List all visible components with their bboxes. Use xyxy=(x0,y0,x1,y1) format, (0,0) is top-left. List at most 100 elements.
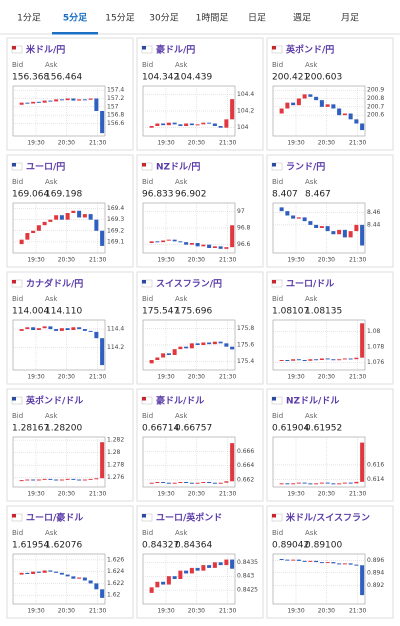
candle xyxy=(285,211,290,216)
candle xyxy=(224,343,229,347)
x-tick-label: 20:30 xyxy=(58,257,75,264)
candle xyxy=(31,230,36,233)
candle xyxy=(155,123,160,126)
y-tick-label: 1.278 xyxy=(107,462,124,469)
candle xyxy=(296,559,301,561)
x-tick-label: 21:30 xyxy=(349,608,366,615)
plot-frame xyxy=(142,553,236,605)
pair-name[interactable]: 豪ドル/円 xyxy=(156,44,195,56)
candle xyxy=(319,358,324,360)
candle xyxy=(100,230,105,246)
candle xyxy=(354,481,359,484)
candle xyxy=(296,359,301,361)
x-tick-label: 20:30 xyxy=(58,374,75,381)
ask-value: 0.89100 xyxy=(305,541,342,551)
pair-name[interactable]: 英ポンド/円 xyxy=(285,44,334,56)
candle xyxy=(42,478,47,480)
ask-label: Ask xyxy=(175,295,188,303)
candle xyxy=(178,570,183,579)
pair-name[interactable]: 米ドル/スイスフラン xyxy=(285,512,370,524)
y-tick-label: 1.08 xyxy=(367,328,381,335)
x-tick-label: 19:30 xyxy=(157,140,174,147)
y-tick-label: 1.28 xyxy=(107,449,121,456)
candle xyxy=(212,246,217,248)
candle xyxy=(25,327,30,330)
candle xyxy=(314,359,319,361)
candle xyxy=(172,482,177,484)
pair-name[interactable]: ユーロ/ドル xyxy=(286,279,334,290)
timeframe-tab[interactable]: 30分足 xyxy=(149,13,178,24)
pair-name[interactable]: NZドル/ドル xyxy=(286,396,339,407)
candle xyxy=(25,102,30,104)
candle xyxy=(360,323,365,358)
x-tick-label: 20:30 xyxy=(188,257,205,264)
ask-label: Ask xyxy=(45,178,58,186)
candle xyxy=(218,126,223,128)
candle xyxy=(48,570,53,572)
timeframe-tab[interactable]: 日足 xyxy=(248,13,266,24)
ask-label: Ask xyxy=(45,412,58,420)
pair-name[interactable]: スイスフラン/円 xyxy=(156,279,222,290)
candle xyxy=(161,482,166,483)
pair-name[interactable]: ユーロ/円 xyxy=(26,162,65,173)
timeframe-tab[interactable]: 15分足 xyxy=(105,13,134,24)
timeframe-tab[interactable]: 1時間足 xyxy=(196,13,229,24)
candle xyxy=(161,581,166,585)
pair-name[interactable]: 英ポンド/ドル xyxy=(25,395,83,407)
candle xyxy=(166,353,171,355)
ask-value: 8.467 xyxy=(305,190,331,200)
candle xyxy=(48,478,53,480)
pair-name[interactable]: ユーロ/英ポンド xyxy=(156,512,222,524)
candle xyxy=(189,343,194,349)
x-tick-label: 21:30 xyxy=(219,491,236,498)
flag-mark xyxy=(272,514,276,518)
pair-name[interactable]: ランド/円 xyxy=(286,162,325,173)
candle xyxy=(184,242,189,245)
candle xyxy=(59,572,64,575)
pair-name[interactable]: NZドル/円 xyxy=(156,162,200,173)
candle xyxy=(285,559,290,561)
x-tick-label: 20:30 xyxy=(188,140,205,147)
bid-label: Bid xyxy=(142,61,153,69)
candle xyxy=(308,560,313,562)
candle xyxy=(279,483,284,485)
candle xyxy=(302,560,307,562)
ask-value: 0.66757 xyxy=(175,424,212,434)
candle xyxy=(296,98,301,106)
flag-mark xyxy=(142,514,146,518)
timeframe-tab[interactable]: 月足 xyxy=(341,13,359,24)
x-tick-label: 20:30 xyxy=(188,491,205,498)
candle xyxy=(77,577,82,579)
candle xyxy=(302,482,307,484)
pair-name[interactable]: 米ドル/円 xyxy=(25,44,65,56)
y-tick-label: 8.44 xyxy=(367,221,381,228)
x-tick-label: 19:30 xyxy=(27,491,44,498)
pair-name[interactable]: ユーロ/豪ドル xyxy=(26,512,83,524)
candle xyxy=(230,559,235,569)
y-tick-label: 0.666 xyxy=(237,448,254,455)
pair-name[interactable]: 豪ドル/ドル xyxy=(156,395,204,407)
candle xyxy=(42,326,47,329)
candle xyxy=(337,108,342,116)
candle xyxy=(88,580,93,584)
pair-name[interactable]: カナダドル/円 xyxy=(26,278,83,290)
x-tick-label: 19:30 xyxy=(287,374,304,381)
y-tick-label: 175.8 xyxy=(237,325,254,332)
candle xyxy=(314,96,319,101)
candle xyxy=(325,562,330,564)
flag-mark xyxy=(142,163,146,167)
timeframe-tab[interactable]: 5分足 xyxy=(63,12,88,24)
x-tick-label: 21:30 xyxy=(89,491,106,498)
candle xyxy=(331,359,336,361)
plot-frame xyxy=(272,202,366,254)
flag-mark xyxy=(12,280,16,284)
x-tick-label: 20:30 xyxy=(318,491,335,498)
timeframe-tab[interactable]: 週足 xyxy=(293,13,311,24)
candle xyxy=(42,570,47,573)
active-tab-underline xyxy=(52,32,98,35)
timeframe-tab[interactable]: 1分足 xyxy=(17,13,41,24)
candle xyxy=(302,94,307,99)
ask-label: Ask xyxy=(305,412,318,420)
candle xyxy=(207,122,212,124)
candle xyxy=(59,215,64,220)
